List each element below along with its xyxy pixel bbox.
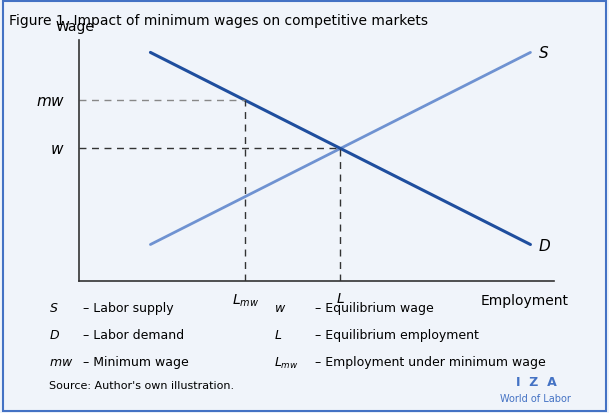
Text: Figure 1. Impact of minimum wages on competitive markets: Figure 1. Impact of minimum wages on com… (9, 14, 428, 28)
Text: Source: Author's own illustration.: Source: Author's own illustration. (49, 380, 234, 390)
Text: – Labor demand: – Labor demand (79, 328, 185, 341)
Text: $mw$: $mw$ (49, 355, 73, 368)
Text: $L_{mw}$: $L_{mw}$ (274, 355, 298, 370)
Text: $L$: $L$ (336, 292, 345, 306)
Text: – Labor supply: – Labor supply (79, 301, 174, 314)
Text: – Equilibrium employment: – Equilibrium employment (311, 328, 479, 341)
Text: $L$: $L$ (274, 328, 282, 341)
Text: $w$: $w$ (51, 142, 65, 157)
Text: – Minimum wage: – Minimum wage (79, 355, 189, 368)
Text: I  Z  A: I Z A (516, 375, 556, 388)
Text: World of Labor: World of Labor (501, 393, 571, 403)
Text: $D$: $D$ (49, 328, 60, 341)
Text: $S$: $S$ (538, 45, 549, 61)
Text: $mw$: $mw$ (35, 94, 65, 109)
Text: $w$: $w$ (274, 301, 286, 314)
Text: $D$: $D$ (538, 237, 551, 253)
Text: Employment: Employment (481, 293, 568, 307)
Text: – Equilibrium wage: – Equilibrium wage (311, 301, 434, 314)
Text: – Employment under minimum wage: – Employment under minimum wage (311, 355, 545, 368)
Text: Wage: Wage (55, 20, 94, 34)
Text: $S$: $S$ (49, 301, 58, 314)
Text: $L_{mw}$: $L_{mw}$ (232, 292, 259, 308)
